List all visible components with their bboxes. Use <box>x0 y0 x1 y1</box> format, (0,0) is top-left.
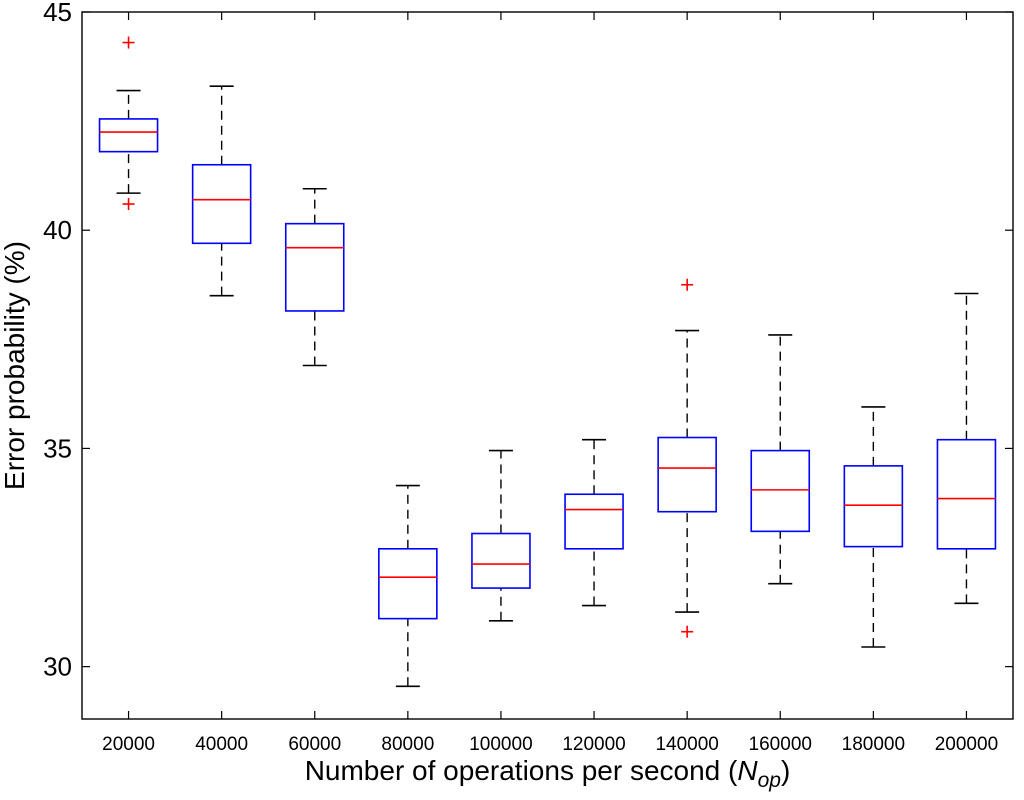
x-tick-label: 140000 <box>655 734 718 755</box>
iqr-box <box>284 222 345 312</box>
x-axis-title-text: Number of operations per second ( <box>305 755 738 786</box>
x-tick-label: 200000 <box>935 734 998 755</box>
iqr-box <box>936 438 997 550</box>
x-tick-label: 40000 <box>195 734 248 755</box>
axis-ticks: 20000 40000 60000 80000 100000 120000 140000 16… <box>43 0 1013 755</box>
x-axis-title: Number of operations per second (Nop) <box>305 755 791 792</box>
x-tick-label: 180000 <box>842 734 905 755</box>
box-group-160000 <box>750 334 811 585</box>
plot-frame <box>81 11 1014 720</box>
y-axis-title: Error probability (%) <box>0 241 30 490</box>
iqr-box <box>378 547 438 620</box>
x-tick-label: 100000 <box>469 734 532 755</box>
box-group-120000 <box>564 438 624 607</box>
x-axis-title-symbol: N <box>737 755 758 786</box>
outlier-marker <box>681 625 694 638</box>
box-group-40000 <box>191 85 252 297</box>
x-tick-label: 120000 <box>562 734 625 755</box>
box-group-100000 <box>471 449 531 622</box>
iqr-box <box>750 449 811 533</box>
x-tick-label: 60000 <box>288 734 341 755</box>
y-tick-label: 40 <box>43 215 72 245</box>
x-tick-label: 80000 <box>381 734 434 755</box>
box-group-200000 <box>936 292 997 605</box>
iqr-box <box>471 532 531 589</box>
iqr-box <box>657 436 717 513</box>
x-tick-label: 160000 <box>749 734 812 755</box>
iqr-box <box>98 118 159 153</box>
x-axis-title-subscript: op <box>758 769 781 792</box>
x-tick-label: 20000 <box>102 734 155 755</box>
outlier-marker <box>681 278 694 291</box>
iqr-box <box>564 493 624 550</box>
outlier-marker <box>122 36 135 49</box>
x-axis-title-suffix: ) <box>781 755 790 786</box>
y-tick-label: 35 <box>43 433 72 463</box>
chart-marks <box>98 36 997 688</box>
box-group-80000 <box>378 484 438 688</box>
y-tick-label: 30 <box>43 652 72 682</box>
box-group-20000 <box>98 36 159 211</box>
iqr-box <box>191 163 252 245</box>
box-group-180000 <box>843 406 904 648</box>
outlier-marker <box>122 198 135 211</box>
box-group-140000 <box>657 278 717 638</box>
y-tick-label: 45 <box>43 0 72 27</box>
box-group-60000 <box>284 187 345 367</box>
iqr-box <box>843 465 904 548</box>
